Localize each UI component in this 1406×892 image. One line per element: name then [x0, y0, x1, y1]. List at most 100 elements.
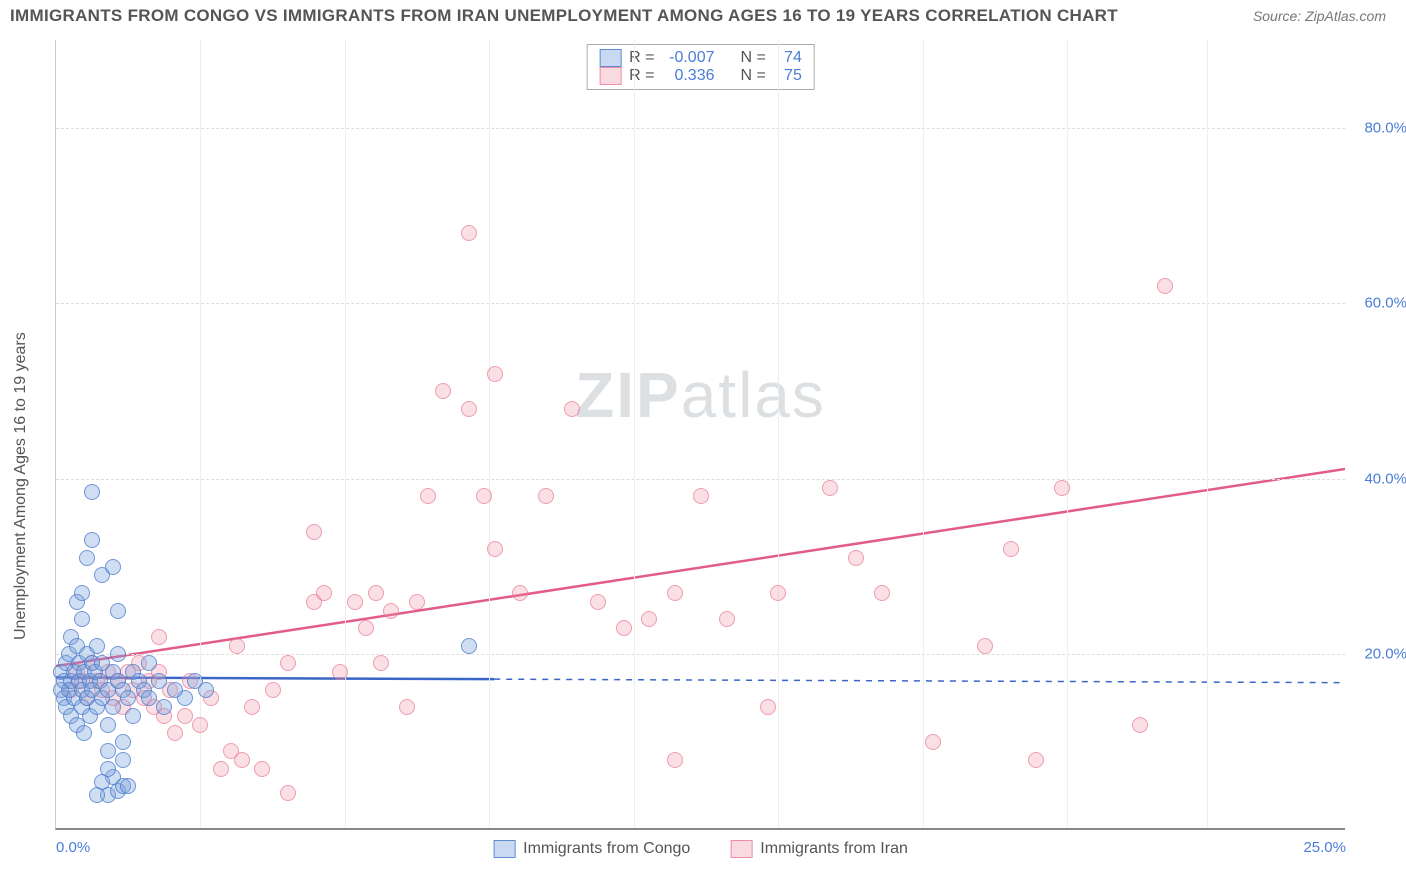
- point-iran: [461, 401, 477, 417]
- point-iran: [760, 699, 776, 715]
- swatch-iran-icon: [599, 67, 621, 85]
- point-iran: [641, 611, 657, 627]
- point-congo: [120, 690, 136, 706]
- point-iran: [822, 480, 838, 496]
- point-iran: [151, 629, 167, 645]
- point-congo: [141, 690, 157, 706]
- gridline-v: [1067, 40, 1068, 828]
- gridline-v: [200, 40, 201, 828]
- point-congo: [461, 638, 477, 654]
- point-congo: [84, 532, 100, 548]
- legend-series: Immigrants from Congo Immigrants from Ir…: [493, 840, 908, 858]
- n-label: N =: [741, 67, 766, 85]
- point-iran: [667, 752, 683, 768]
- chart-plot-area: R = -0.007 N = 74 R = 0.336 N = 75 ZIPat…: [55, 40, 1345, 830]
- point-iran: [487, 541, 503, 557]
- congo-r-value: -0.007: [663, 49, 715, 67]
- gridline-v: [345, 40, 346, 828]
- swatch-iran-icon: [730, 840, 752, 858]
- point-iran: [383, 603, 399, 619]
- point-congo: [100, 743, 116, 759]
- point-congo: [198, 682, 214, 698]
- ytick-label: 80.0%: [1364, 119, 1406, 136]
- point-iran: [770, 585, 786, 601]
- point-iran: [435, 383, 451, 399]
- point-iran: [1028, 752, 1044, 768]
- gridline-h: [56, 128, 1345, 129]
- point-iran: [265, 682, 281, 698]
- gridline-v: [1207, 40, 1208, 828]
- ytick-label: 60.0%: [1364, 295, 1406, 312]
- point-iran: [1003, 541, 1019, 557]
- point-congo: [115, 734, 131, 750]
- gridline-v: [489, 40, 490, 828]
- ytick-label: 40.0%: [1364, 470, 1406, 487]
- point-iran: [244, 699, 260, 715]
- point-congo: [105, 559, 121, 575]
- xtick-label: 0.0%: [56, 839, 90, 856]
- point-iran: [693, 488, 709, 504]
- point-iran: [213, 761, 229, 777]
- point-iran: [461, 225, 477, 241]
- point-iran: [280, 655, 296, 671]
- gridline-v: [778, 40, 779, 828]
- point-iran: [399, 699, 415, 715]
- swatch-congo-icon: [493, 840, 515, 858]
- point-iran: [848, 550, 864, 566]
- point-iran: [332, 664, 348, 680]
- point-congo: [74, 585, 90, 601]
- point-iran: [512, 585, 528, 601]
- point-iran: [1054, 480, 1070, 496]
- point-iran: [177, 708, 193, 724]
- chart-title: IMMIGRANTS FROM CONGO VS IMMIGRANTS FROM…: [10, 6, 1118, 26]
- gridline-h: [56, 654, 1345, 655]
- point-iran: [420, 488, 436, 504]
- point-iran: [874, 585, 890, 601]
- point-iran: [254, 761, 270, 777]
- point-congo: [76, 725, 92, 741]
- point-congo: [74, 611, 90, 627]
- point-iran: [368, 585, 384, 601]
- point-iran: [616, 620, 632, 636]
- point-iran: [564, 401, 580, 417]
- point-congo: [110, 646, 126, 662]
- gridline-h: [56, 479, 1345, 480]
- swatch-congo-icon: [599, 49, 621, 67]
- point-iran: [487, 366, 503, 382]
- point-iran: [667, 585, 683, 601]
- point-congo: [100, 761, 116, 777]
- point-iran: [192, 717, 208, 733]
- point-iran: [234, 752, 250, 768]
- point-iran: [358, 620, 374, 636]
- point-congo: [177, 690, 193, 706]
- point-congo: [105, 699, 121, 715]
- source-label: Source: ZipAtlas.com: [1253, 8, 1386, 24]
- ytick-label: 20.0%: [1364, 646, 1406, 663]
- gridline-v: [923, 40, 924, 828]
- point-congo: [84, 484, 100, 500]
- point-iran: [229, 638, 245, 654]
- gridline-v: [634, 40, 635, 828]
- point-congo: [89, 638, 105, 654]
- point-iran: [1132, 717, 1148, 733]
- gridline-h: [56, 303, 1345, 304]
- point-congo: [79, 550, 95, 566]
- point-congo: [115, 752, 131, 768]
- xtick-label: 25.0%: [1303, 839, 1346, 856]
- point-iran: [373, 655, 389, 671]
- point-iran: [590, 594, 606, 610]
- point-congo: [141, 655, 157, 671]
- point-iran: [977, 638, 993, 654]
- point-congo: [100, 717, 116, 733]
- point-congo: [110, 603, 126, 619]
- point-iran: [538, 488, 554, 504]
- point-iran: [925, 734, 941, 750]
- point-congo: [156, 699, 172, 715]
- point-iran: [1157, 278, 1173, 294]
- point-iran: [280, 785, 296, 801]
- point-iran: [347, 594, 363, 610]
- point-iran: [719, 611, 735, 627]
- y-axis-label: Unemployment Among Ages 16 to 19 years: [12, 332, 30, 640]
- point-iran: [476, 488, 492, 504]
- point-congo: [120, 778, 136, 794]
